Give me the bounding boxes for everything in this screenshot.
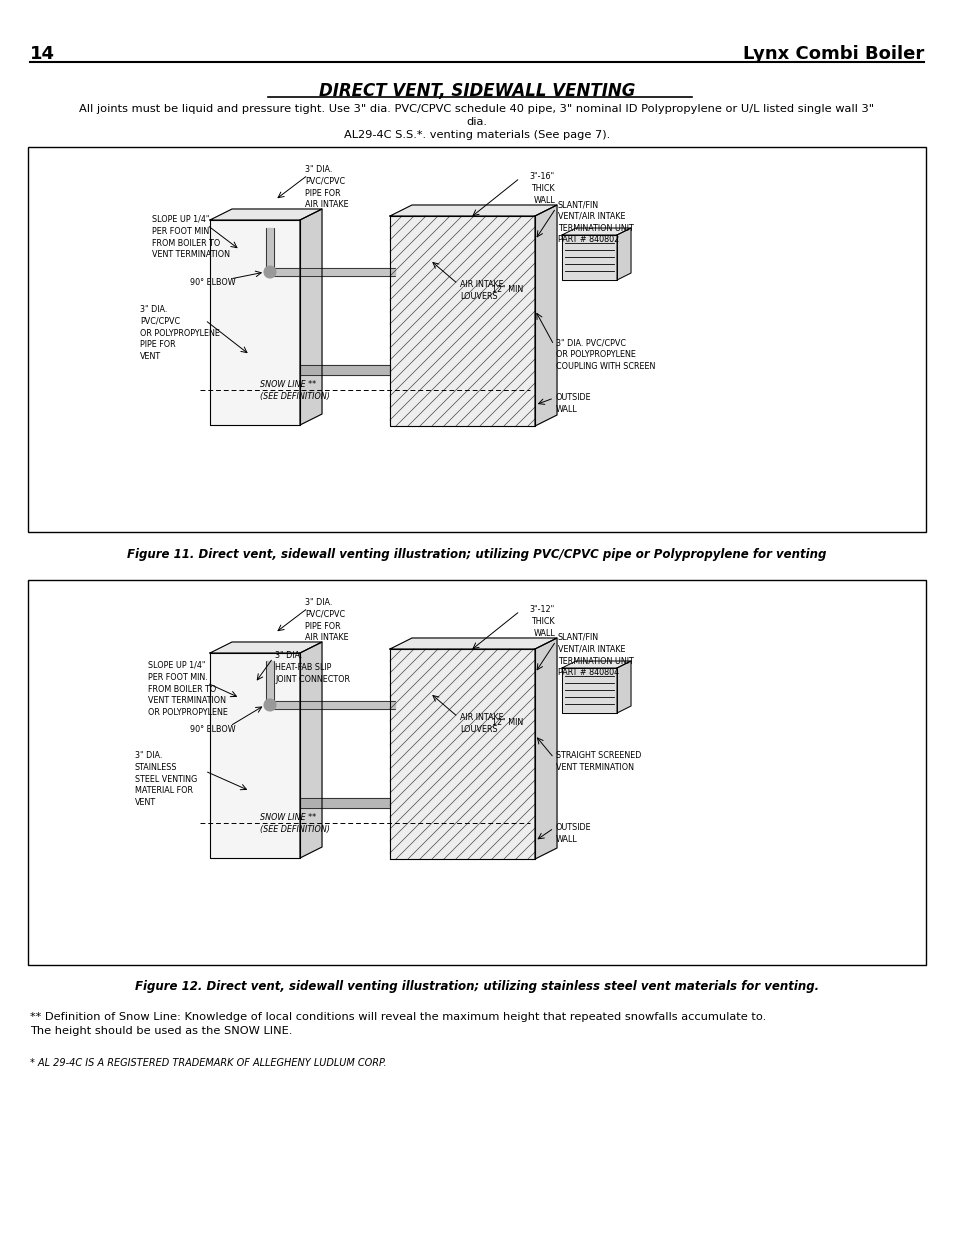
Text: 12" MIN: 12" MIN <box>492 285 522 294</box>
Text: AIR INTAKE
LOUVERS: AIR INTAKE LOUVERS <box>459 280 503 301</box>
Circle shape <box>264 699 275 711</box>
Polygon shape <box>561 668 617 713</box>
Text: AIR INTAKE
LOUVERS: AIR INTAKE LOUVERS <box>459 713 503 734</box>
Text: SLANT/FIN
VENT/AIR INTAKE
TERMINATION UNIT
PART # 840802: SLANT/FIN VENT/AIR INTAKE TERMINATION UN… <box>558 200 633 245</box>
Text: Lynx Combi Boiler: Lynx Combi Boiler <box>742 44 923 63</box>
Text: 12" MIN: 12" MIN <box>492 718 522 727</box>
Text: 3"-16"
THICK
WALL: 3"-16" THICK WALL <box>529 172 555 205</box>
Polygon shape <box>561 235 617 280</box>
Polygon shape <box>535 638 557 860</box>
Polygon shape <box>210 653 299 858</box>
Text: 90° ELBOW: 90° ELBOW <box>190 725 235 734</box>
Text: 3" DIA.
HEAT-FAB SLIP
JOINT CONNECTOR: 3" DIA. HEAT-FAB SLIP JOINT CONNECTOR <box>274 651 350 684</box>
Polygon shape <box>617 661 630 713</box>
Text: OUTSIDE
WALL: OUTSIDE WALL <box>556 393 591 414</box>
Polygon shape <box>390 205 557 216</box>
Text: AL29-4C S.S.*. venting materials (See page 7).: AL29-4C S.S.*. venting materials (See pa… <box>343 130 610 140</box>
Polygon shape <box>390 638 557 650</box>
Text: Figure 12. Direct vent, sidewall venting illustration; utilizing stainless steel: Figure 12. Direct vent, sidewall venting… <box>134 981 819 993</box>
Text: ** Definition of Snow Line: Knowledge of local conditions will reveal the maximu: ** Definition of Snow Line: Knowledge of… <box>30 1011 765 1023</box>
Text: The height should be used as the SNOW LINE.: The height should be used as the SNOW LI… <box>30 1026 292 1036</box>
Text: SLOPE UP 1/4"
PER FOOT MIN.
FROM BOILER TO
VENT TERMINATION: SLOPE UP 1/4" PER FOOT MIN. FROM BOILER … <box>152 215 230 259</box>
Text: 3" DIA.
STAINLESS
STEEL VENTING
MATERIAL FOR
VENT: 3" DIA. STAINLESS STEEL VENTING MATERIAL… <box>135 751 197 808</box>
Text: 3" DIA.
PVC/CPVC
PIPE FOR
AIR INTAKE: 3" DIA. PVC/CPVC PIPE FOR AIR INTAKE <box>305 165 348 210</box>
Text: 3" DIA. PVC/CPVC
OR POLYPROPYLENE
COUPLING WITH SCREEN: 3" DIA. PVC/CPVC OR POLYPROPYLENE COUPLI… <box>556 338 655 370</box>
Polygon shape <box>210 220 299 425</box>
Polygon shape <box>535 205 557 426</box>
Text: 3" DIA.
PVC/CPVC
OR POLYPROPYLENE
PIPE FOR
VENT: 3" DIA. PVC/CPVC OR POLYPROPYLENE PIPE F… <box>140 305 219 361</box>
Polygon shape <box>617 228 630 280</box>
Bar <box>28 580 925 965</box>
Text: STRAIGHT SCREENED
VENT TERMINATION: STRAIGHT SCREENED VENT TERMINATION <box>556 751 640 772</box>
Text: All joints must be liquid and pressure tight. Use 3" dia. PVC/CPVC schedule 40 p: All joints must be liquid and pressure t… <box>79 104 874 114</box>
Text: 14: 14 <box>30 44 55 63</box>
Text: 90° ELBOW: 90° ELBOW <box>190 278 235 287</box>
Text: OUTSIDE
WALL: OUTSIDE WALL <box>556 823 591 844</box>
Text: Figure 11. Direct vent, sidewall venting illustration; utilizing PVC/CPVC pipe o: Figure 11. Direct vent, sidewall venting… <box>127 548 826 561</box>
Text: SLANT/FIN
VENT/AIR INTAKE
TERMINATION UNIT
PART # 840804: SLANT/FIN VENT/AIR INTAKE TERMINATION UN… <box>558 634 633 678</box>
Circle shape <box>264 266 275 278</box>
Polygon shape <box>299 642 322 858</box>
Polygon shape <box>390 216 535 426</box>
Polygon shape <box>561 228 630 235</box>
Polygon shape <box>390 650 535 860</box>
Polygon shape <box>299 209 322 425</box>
Text: 3" DIA.
PVC/CPVC
PIPE FOR
AIR INTAKE: 3" DIA. PVC/CPVC PIPE FOR AIR INTAKE <box>305 598 348 642</box>
Text: SLOPE UP 1/4"
PER FOOT MIN.
FROM BOILER TO
VENT TERMINATION
OR POLYPROPYLENE: SLOPE UP 1/4" PER FOOT MIN. FROM BOILER … <box>148 661 228 718</box>
Text: * AL 29-4C IS A REGISTERED TRADEMARK OF ALLEGHENY LUDLUM CORP.: * AL 29-4C IS A REGISTERED TRADEMARK OF … <box>30 1058 386 1068</box>
Polygon shape <box>210 209 322 220</box>
Text: SNOW LINE **
(SEE DEFINITION): SNOW LINE ** (SEE DEFINITION) <box>260 380 330 401</box>
Text: SNOW LINE **
(SEE DEFINITION): SNOW LINE ** (SEE DEFINITION) <box>260 813 330 834</box>
Polygon shape <box>561 661 630 668</box>
Bar <box>28 147 925 532</box>
Text: 3"-12"
THICK
WALL: 3"-12" THICK WALL <box>529 605 555 637</box>
Text: dia.: dia. <box>466 117 487 127</box>
Text: DIRECT VENT, SIDEWALL VENTING: DIRECT VENT, SIDEWALL VENTING <box>318 82 635 100</box>
Polygon shape <box>210 642 322 653</box>
